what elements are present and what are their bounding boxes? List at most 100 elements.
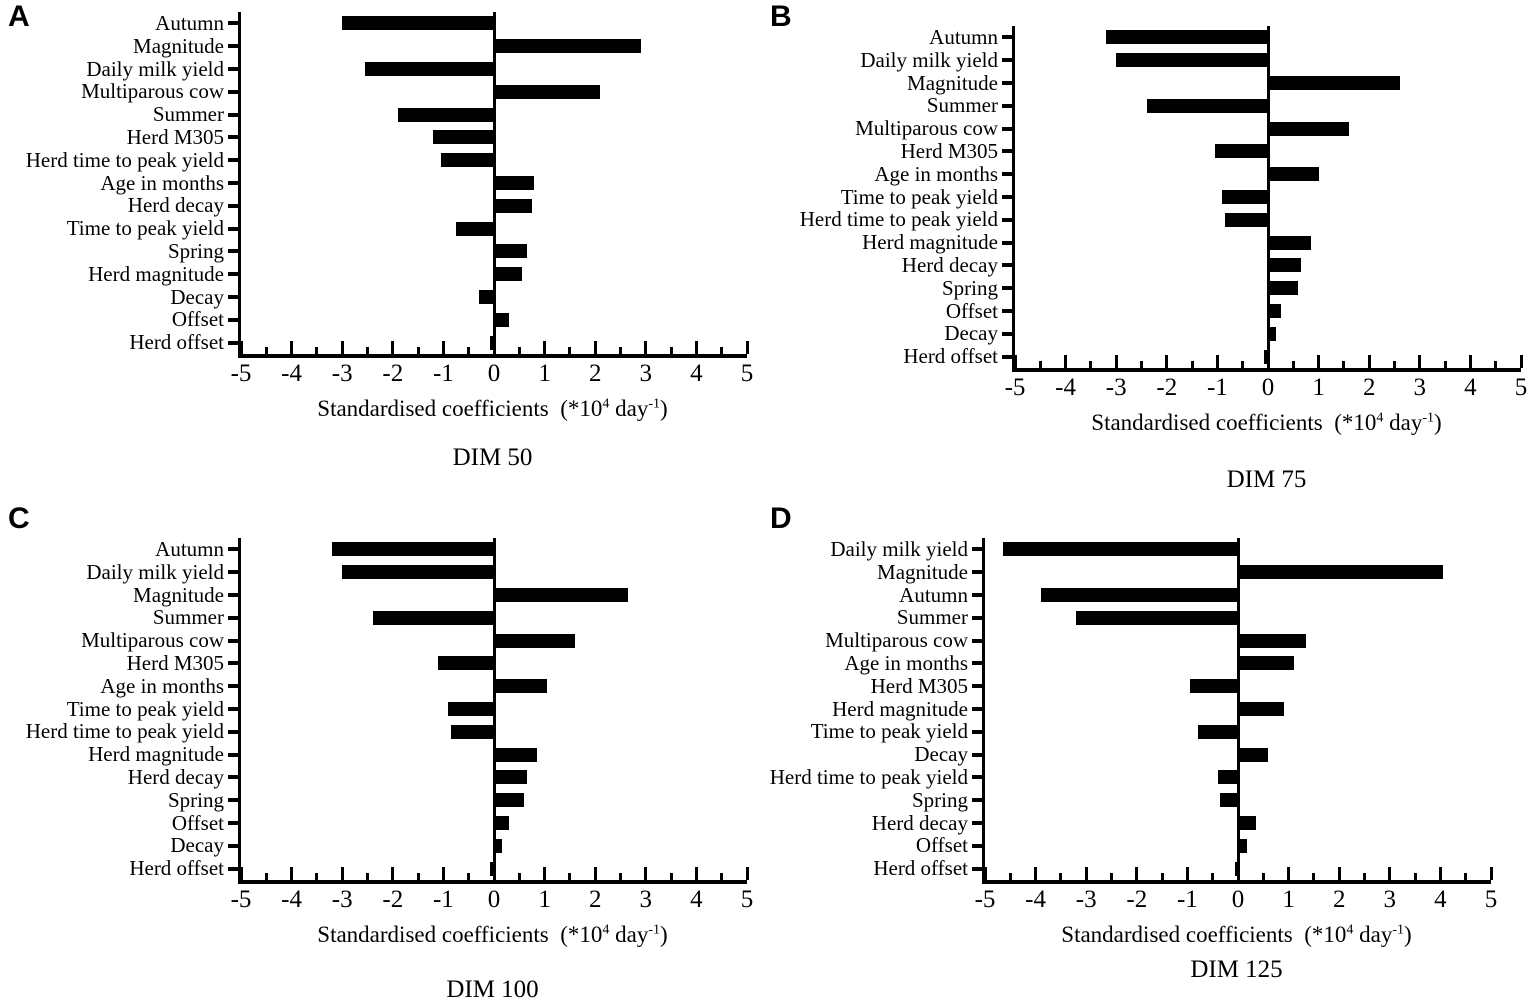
category-label: Time to peak yield: [810, 719, 968, 744]
x-axis-tick: [239, 867, 243, 880]
y-axis-tick: [228, 181, 241, 185]
panel-letter-c: C: [8, 502, 30, 535]
x-axis-minor-tick: [366, 873, 369, 880]
category-label: Herd offset: [129, 856, 224, 881]
bar-multiparous-cow: [494, 84, 601, 99]
bar-multiparous-cow: [1268, 121, 1349, 136]
x-axis-tick: [1418, 355, 1422, 368]
y-axis-tick: [1002, 103, 1015, 108]
category-label: Herd offset: [129, 330, 224, 355]
x-axis-tick-label: 3: [639, 360, 653, 387]
x-axis-minor-tick: [1342, 361, 1346, 368]
x-axis-minor-tick: [1241, 361, 1245, 368]
chart-dim-75: Autumn Daily milk yield Magnitude Summer Mul…: [762, 26, 1528, 494]
x-axis-minor-tick: [1312, 873, 1316, 880]
bar-age-in-months: [1238, 656, 1294, 671]
x-axis-title: Standardised coefficients (*104 day-1): [238, 922, 747, 948]
x-axis-minor-tick: [1413, 873, 1417, 880]
x-axis-tick-label: -2: [1126, 886, 1148, 913]
x-axis-tick-label: -4: [281, 886, 303, 913]
category-label: Offset: [945, 298, 998, 323]
x-axis-tick-label: 0: [1231, 886, 1245, 913]
zero-line: [492, 538, 496, 880]
bar-summer: [372, 610, 494, 625]
x-axis-tick: [745, 341, 749, 354]
x-axis-minor-tick: [1160, 873, 1164, 880]
x-axis-tick-label: -4: [281, 360, 303, 387]
bar-spring: [494, 244, 527, 259]
x-axis-title-text: Standardised coefficients (*10: [1091, 410, 1377, 435]
bar-spring: [1220, 793, 1238, 808]
y-axis-tick: [228, 67, 241, 71]
chart-dim-100: Autumn Daily milk yield Magnitude Summer Mul…: [0, 538, 754, 1004]
y-axis-tick: [972, 798, 985, 803]
zero-line: [1266, 26, 1270, 368]
x-axis-tick-label: 2: [1362, 374, 1376, 401]
category-label: Decay: [914, 742, 968, 767]
bar-herd-offset: [1263, 349, 1268, 364]
panel-d: D Daily milk yield Magnitude Autumn Summer M…: [762, 502, 1535, 1005]
y-axis-tick: [972, 615, 985, 620]
bar-herd-decay: [1268, 258, 1301, 273]
category-label: Time to peak yield: [840, 184, 998, 209]
x-axis-tick-label: -2: [382, 360, 404, 387]
x-axis-title-text: ): [1434, 410, 1442, 435]
x-axis-tick-label: 5: [740, 886, 754, 913]
bar-magnitude: [1238, 565, 1443, 580]
x-axis-title-text: day: [609, 922, 649, 947]
x-axis-tick: [694, 867, 698, 880]
bar-magnitude: [1268, 76, 1400, 90]
panel-caption: DIM 75: [1226, 466, 1307, 493]
x-axis-title-sup: 4: [602, 922, 610, 938]
category-label: Herd M305: [900, 138, 998, 163]
bar-herd-magnitude: [1238, 702, 1284, 716]
bar-herd-time-to-peak-yield: [440, 153, 494, 168]
x-axis-title: Standardised coefficients (*104 day-1): [238, 396, 747, 422]
x-axis-minor-tick: [517, 347, 521, 354]
x-axis-tick-label: -5: [230, 886, 252, 913]
x-axis-tick: [1215, 355, 1219, 368]
x-axis-tick-label: -5: [230, 360, 252, 387]
category-label: Autumn: [899, 582, 968, 607]
y-axis-tick: [228, 112, 241, 117]
x-axis-tick: [983, 867, 987, 880]
x-axis-tick: [1013, 355, 1017, 368]
bar-herd-decay: [494, 198, 532, 213]
x-axis-title: Standardised coefficients (*104 day-1): [982, 922, 1491, 948]
x-axis-minor-tick: [264, 347, 268, 354]
bar-autumn: [1040, 588, 1238, 602]
y-axis-tick: [228, 135, 241, 140]
bar-spring: [1268, 281, 1299, 296]
category-label: Daily milk yield: [86, 559, 224, 584]
category-label: Multiparous cow: [825, 628, 968, 653]
category-label: Age in months: [874, 161, 998, 186]
y-axis-tick: [228, 615, 241, 620]
category-label: Age in months: [100, 673, 224, 698]
bar-daily-milk-yield: [342, 565, 494, 580]
category-label: Age in months: [100, 170, 224, 195]
x-axis-minor-tick: [669, 347, 673, 354]
x-axis-tick-label: -3: [1075, 886, 1097, 913]
x-axis-tick-label: 3: [639, 886, 653, 913]
x-axis-tick-labels: -5 -4 -3 -2 -1 0 1 2 3 4 5: [231, 358, 754, 392]
x-axis-tick-label: 5: [740, 360, 754, 387]
bar-age-in-months: [494, 679, 548, 694]
bar-daily-milk-yield: [1002, 542, 1238, 557]
category-axis: Autumn Daily milk yield Magnitude Summer Mul…: [0, 538, 238, 1004]
x-axis-tick-label: 1: [538, 886, 551, 913]
x-axis-tick: [1165, 355, 1169, 368]
x-axis-tick: [492, 867, 496, 880]
x-axis-title-text: day: [1353, 922, 1393, 947]
category-label: Summer: [926, 93, 998, 118]
chart-dim-50: Autumn Magnitude Daily milk yield Multiparo…: [0, 12, 754, 472]
y-axis-tick: [228, 570, 241, 575]
bar-herd-magnitude: [1268, 235, 1311, 250]
x-axis-minor-tick: [669, 873, 673, 880]
category-label: Time to peak yield: [66, 696, 224, 721]
x-axis-title-text: Standardised coefficients (*10: [317, 922, 603, 947]
x-axis-minor-tick: [1393, 361, 1396, 368]
x-axis-minor-tick: [1363, 873, 1366, 880]
y-axis-tick: [972, 775, 985, 780]
x-axis-minor-tick: [1211, 873, 1215, 880]
x-axis-tick: [745, 867, 749, 880]
